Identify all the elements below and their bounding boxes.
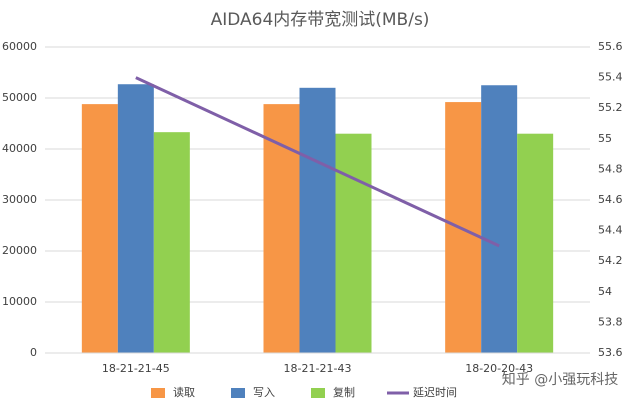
legend-label: 读取 <box>173 385 195 399</box>
y-tick-label: 30000 <box>2 193 37 206</box>
y2-tick-label: 54.4 <box>598 224 623 237</box>
x-tick-label: 18-21-21-43 <box>284 362 352 375</box>
y2-tick-label: 55 <box>598 132 612 145</box>
y2-tick-label: 53.6 <box>598 346 623 359</box>
line <box>135 76 500 248</box>
y-tick-label: 50000 <box>2 91 37 104</box>
legend-label: 写入 <box>253 386 275 399</box>
y2-tick-label: 53.8 <box>598 315 623 328</box>
bar <box>263 104 300 354</box>
y2-tick-label: 54.8 <box>598 162 623 175</box>
legend-swatch <box>151 388 165 398</box>
y-tick-label: 40000 <box>2 142 37 155</box>
y-tick-label: 60000 <box>2 40 37 53</box>
y-tick-label: 0 <box>30 346 37 359</box>
bar <box>335 133 372 353</box>
legend-swatch <box>311 388 325 398</box>
y2-tick-label: 54.6 <box>598 193 623 206</box>
bar <box>445 102 482 353</box>
chart-title: AIDA64内存带宽测试(MB/s) <box>211 10 430 30</box>
y-tick-label: 20000 <box>2 244 37 257</box>
y2-tick-label: 54.2 <box>598 254 623 267</box>
legend-label: 延迟时间 <box>413 386 457 399</box>
y2-tick-label: 55.2 <box>598 101 623 114</box>
y2-tick-label: 55.6 <box>598 40 623 53</box>
y2-tick-label: 54 <box>598 285 612 298</box>
y2-tick-label: 55.4 <box>598 71 623 84</box>
y-tick-label: 10000 <box>2 295 37 308</box>
legend-label: 复制 <box>333 385 355 399</box>
legend-swatch <box>231 388 245 398</box>
bar <box>153 132 190 353</box>
bar <box>299 87 336 354</box>
x-tick-label: 18-20-20-43 <box>465 362 533 375</box>
bar <box>481 85 518 353</box>
bar <box>517 133 554 353</box>
bar <box>117 84 154 353</box>
bar <box>81 104 118 354</box>
x-tick-label: 18-21-21-45 <box>102 362 170 375</box>
watermark: 知乎 @小强玩科技 <box>502 371 618 388</box>
